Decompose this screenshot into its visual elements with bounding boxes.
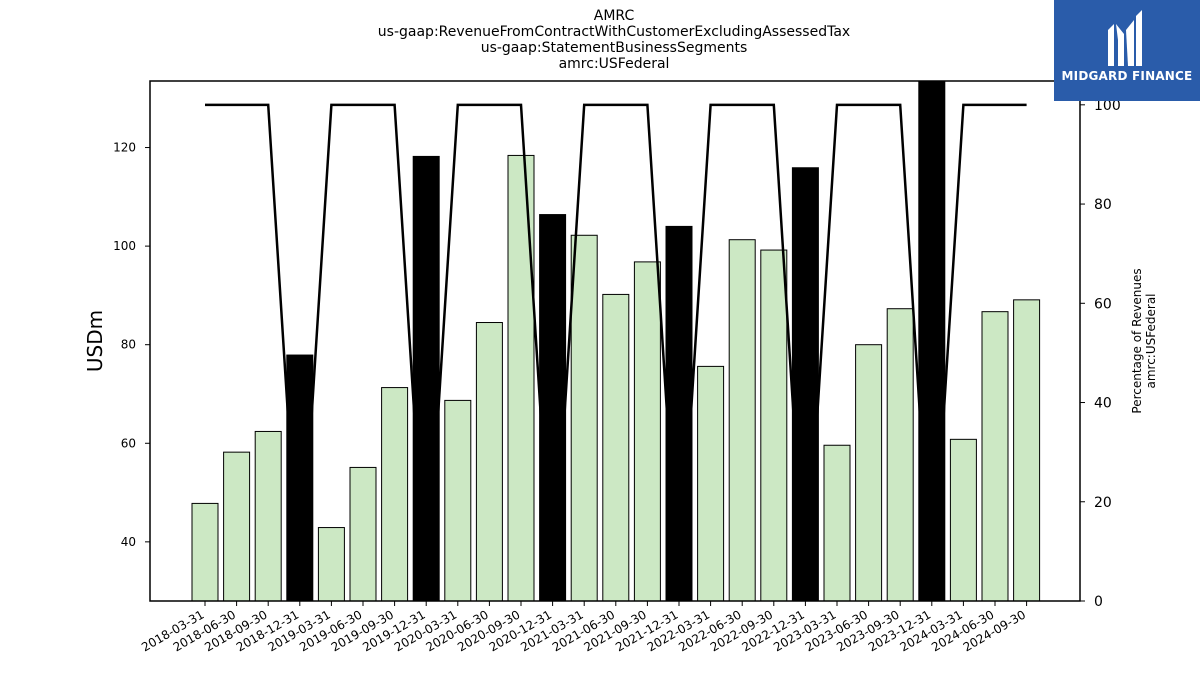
y-right-tick-label: 20 bbox=[1094, 495, 1112, 511]
y-right-tick-label: 60 bbox=[1094, 296, 1112, 312]
midgard-finance-logo: MIDGARD FINANCE bbox=[1054, 0, 1200, 101]
y-axis-right-label-line-2: amrc:USFederal bbox=[1144, 293, 1158, 388]
bar-2019-12-31 bbox=[412, 155, 440, 602]
bar-2018-03-31 bbox=[191, 502, 219, 602]
y-tick-label: 60 bbox=[121, 436, 136, 450]
bar-2018-06-30 bbox=[223, 451, 251, 602]
bar-2020-06-30 bbox=[475, 322, 503, 602]
y-right-tick-label: 80 bbox=[1094, 197, 1112, 213]
bar-2018-09-30 bbox=[254, 430, 282, 602]
bar-2020-09-30 bbox=[507, 154, 535, 602]
bar-2021-06-30 bbox=[602, 293, 630, 602]
line-series bbox=[205, 103, 1027, 602]
y-tick-label: 40 bbox=[121, 535, 136, 549]
bar-2019-03-31 bbox=[317, 527, 345, 602]
bar-2021-09-30 bbox=[633, 261, 661, 602]
x-axis: 2018-03-312018-06-302018-09-302018-12-31… bbox=[139, 601, 1028, 654]
y-tick-label: 100 bbox=[113, 239, 136, 253]
bar-2023-03-31 bbox=[823, 444, 851, 602]
bar-2023-06-30 bbox=[855, 344, 883, 602]
bar-2024-03-31 bbox=[949, 438, 977, 602]
chart-title-line-2: us-gaap:RevenueFromContractWithCustomerE… bbox=[378, 24, 850, 40]
bar-2024-09-30 bbox=[1013, 299, 1041, 602]
bar-2024-06-30 bbox=[981, 311, 1009, 602]
y-right-tick-label: 100 bbox=[1094, 98, 1121, 114]
bar-2023-12-31 bbox=[918, 80, 946, 602]
y-tick-label: 120 bbox=[113, 141, 136, 155]
chart-title-line-4: amrc:USFederal bbox=[559, 56, 670, 72]
bar-2018-12-31 bbox=[286, 354, 314, 602]
bar-2022-03-31 bbox=[697, 365, 725, 602]
plot-frame bbox=[149, 80, 1081, 602]
y-right-tick-label: 40 bbox=[1094, 396, 1112, 412]
bar-2020-03-31 bbox=[444, 399, 472, 602]
bar-2022-06-30 bbox=[728, 239, 756, 602]
bar-2020-12-31 bbox=[539, 214, 567, 602]
bar-2022-09-30 bbox=[760, 249, 788, 602]
left-axis: 40 60 80 100 120 bbox=[113, 141, 150, 549]
percentage-line bbox=[205, 103, 1027, 602]
bar-2019-09-30 bbox=[381, 387, 409, 602]
bar-2023-09-30 bbox=[886, 308, 914, 602]
y-right-tick-label: 0 bbox=[1094, 594, 1103, 610]
bar-2021-12-31 bbox=[665, 225, 693, 602]
chart-title-line-3: us-gaap:StatementBusinessSegments bbox=[481, 40, 748, 56]
chart-title-line-1: AMRC bbox=[594, 8, 635, 24]
y-axis-right-label-line-1: Percentage of Revenues bbox=[1130, 268, 1144, 413]
y-axis-label: USDm bbox=[83, 310, 107, 372]
logo-text: MIDGARD FINANCE bbox=[1061, 69, 1193, 83]
bar-2022-12-31 bbox=[791, 167, 819, 602]
right-axis: 0 20 40 60 80 100 bbox=[1080, 98, 1121, 610]
bar-series bbox=[191, 80, 1041, 602]
bar-2019-06-30 bbox=[349, 466, 377, 602]
y-tick-label: 80 bbox=[121, 338, 136, 352]
bar-2021-03-31 bbox=[570, 234, 598, 602]
logo-mark-icon bbox=[1108, 10, 1142, 66]
